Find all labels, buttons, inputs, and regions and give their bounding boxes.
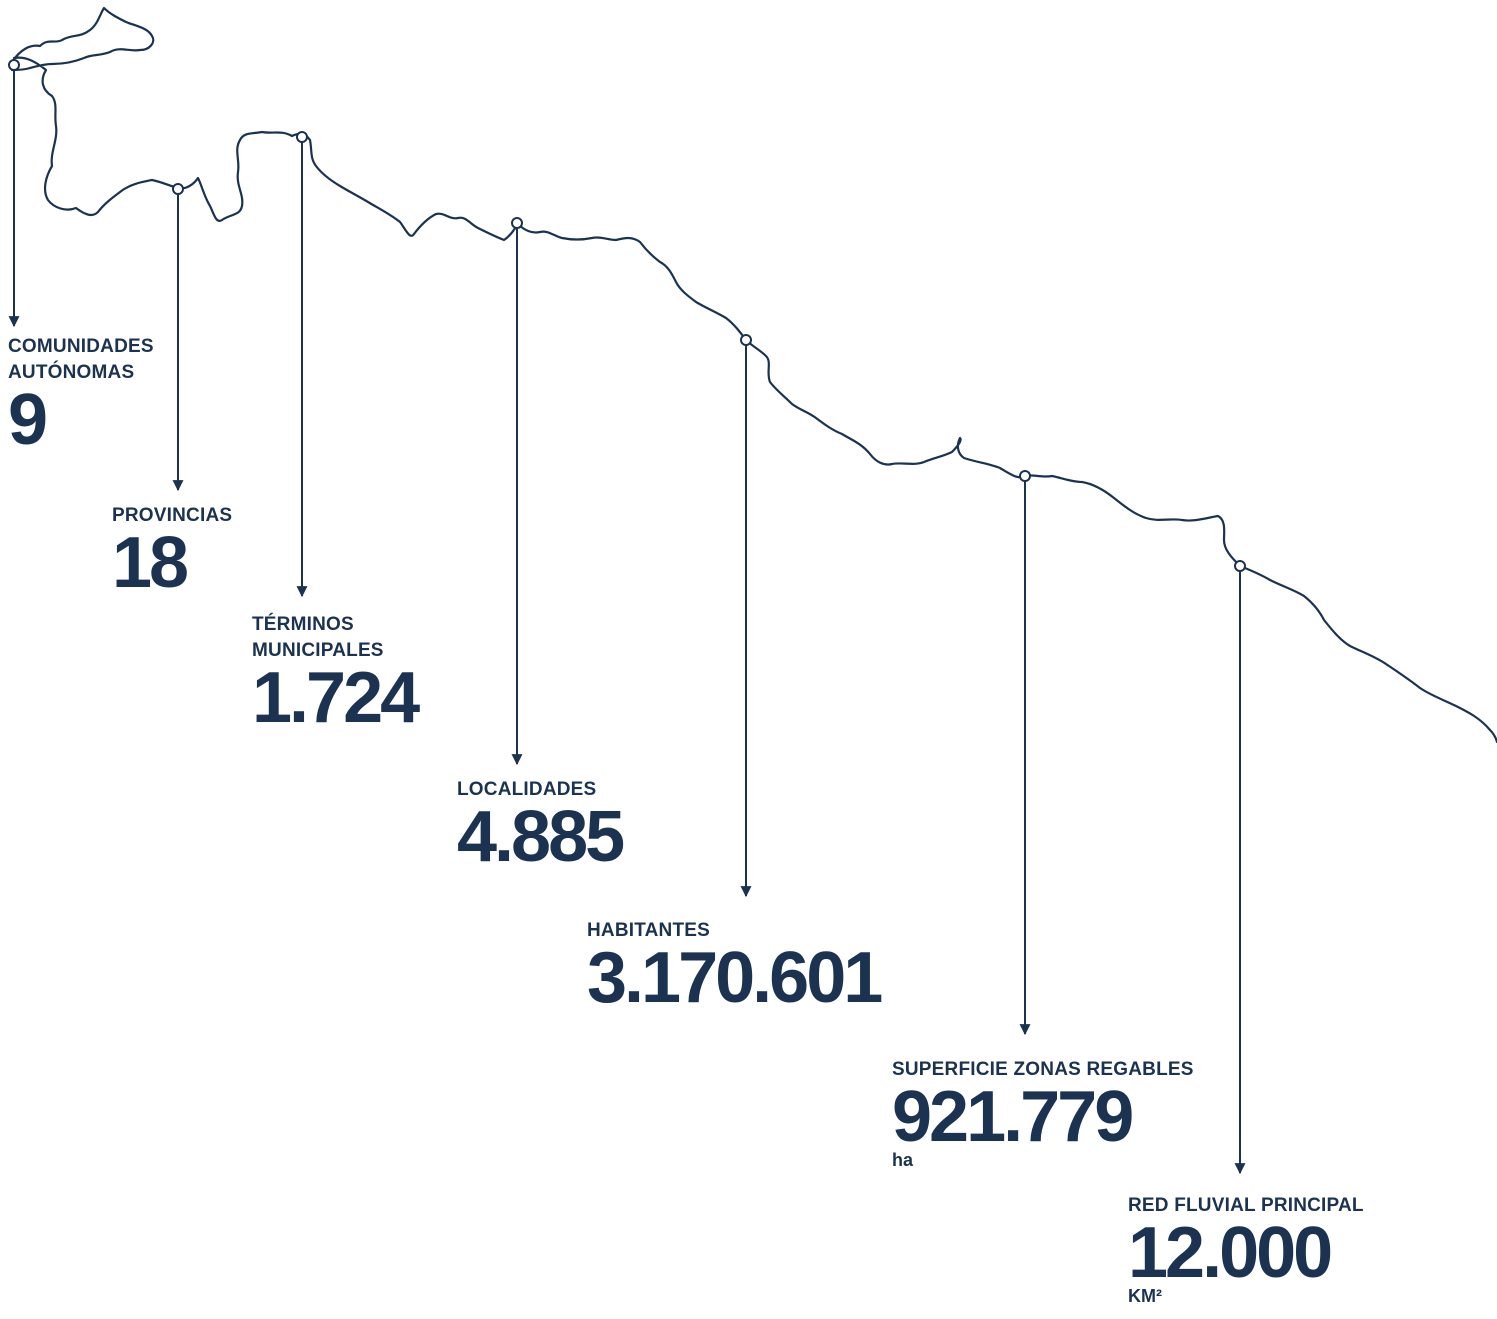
connector-node — [512, 218, 522, 228]
stat-localidades: LOCALIDADES 4.885 — [457, 777, 622, 871]
river-course-line — [12, 8, 1497, 742]
connector-node — [1235, 561, 1245, 571]
connector-red-fluvial — [1235, 561, 1245, 1173]
connector-node — [741, 335, 751, 345]
connector-node — [297, 132, 307, 142]
stat-habitantes: HABITANTES 3.170.601 — [587, 918, 880, 1012]
connector-node — [1020, 471, 1030, 481]
stat-terminos: TÉRMINOS MUNICIPALES 1.724 — [252, 612, 417, 732]
stat-value: 9 — [8, 386, 154, 454]
stat-value: 921.779 — [892, 1083, 1194, 1151]
connector-comunidades — [9, 60, 19, 326]
stat-value: 18 — [112, 529, 232, 597]
stat-value: 1.724 — [252, 664, 417, 732]
stat-provincias: PROVINCIAS 18 — [112, 503, 232, 597]
stat-label: COMUNIDADES AUTÓNOMAS — [8, 334, 154, 386]
connector-node — [173, 184, 183, 194]
connector-node — [9, 60, 19, 70]
stat-value: 12.000 — [1128, 1219, 1364, 1287]
stat-red-fluvial: RED FLUVIAL PRINCIPAL 12.000 KM² — [1128, 1193, 1364, 1305]
connector-provincias — [173, 184, 183, 490]
stat-value: 4.885 — [457, 803, 622, 871]
stat-superficie: SUPERFICIE ZONAS REGABLES 921.779 ha — [892, 1057, 1194, 1169]
stat-comunidades: COMUNIDADES AUTÓNOMAS 9 — [8, 334, 154, 454]
stat-label: TÉRMINOS MUNICIPALES — [252, 612, 417, 664]
stat-value: 3.170.601 — [587, 944, 880, 1012]
connector-terminos — [297, 132, 307, 596]
connector-superficie — [1020, 471, 1030, 1034]
connector-habitantes — [741, 335, 751, 896]
connector-localidades — [512, 218, 522, 764]
